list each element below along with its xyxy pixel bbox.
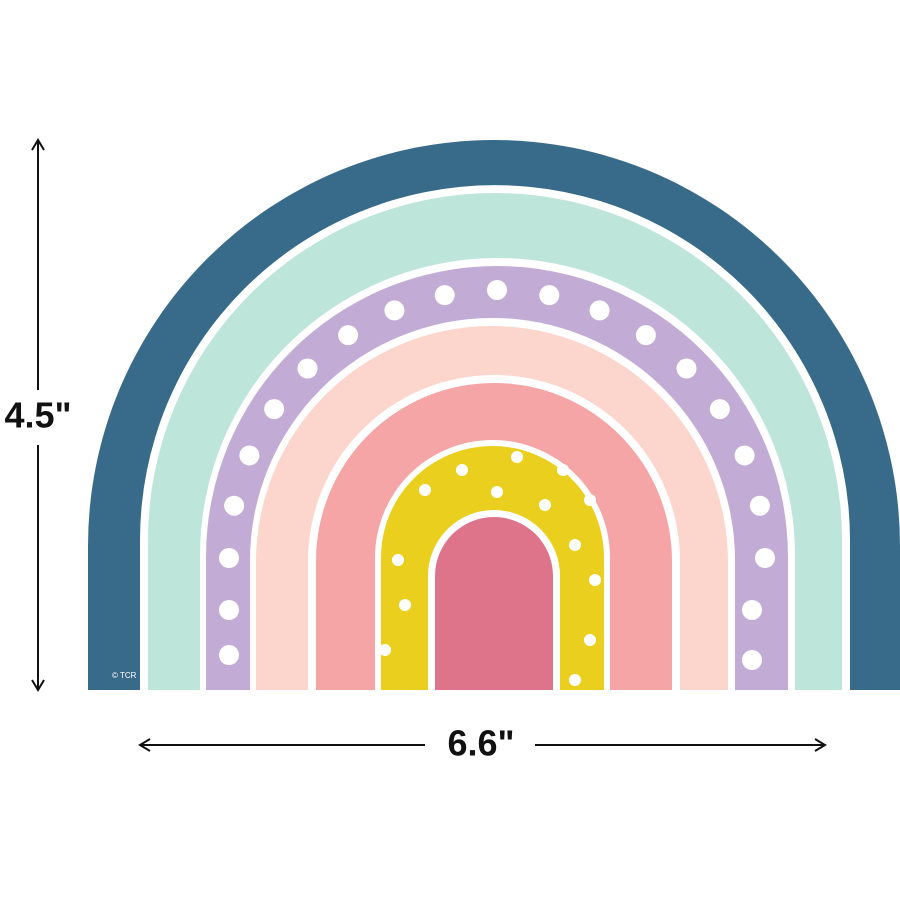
dot — [384, 300, 405, 321]
dot — [709, 399, 730, 420]
dot — [487, 280, 507, 300]
dot — [219, 548, 239, 568]
dot — [734, 445, 755, 466]
copyright: © TCR — [112, 671, 137, 680]
dot — [219, 645, 239, 665]
height-label: 4.5" — [4, 395, 71, 436]
dot — [297, 358, 318, 379]
speckle — [569, 674, 581, 686]
speckle — [419, 484, 431, 496]
speckle — [511, 451, 523, 463]
rainbow — [88, 140, 900, 690]
dot — [589, 300, 610, 321]
dot — [635, 325, 656, 346]
rainbow-band — [435, 517, 553, 690]
dot — [676, 358, 697, 379]
speckle — [456, 464, 468, 476]
speckle — [539, 499, 551, 511]
speckle — [491, 486, 503, 498]
speckle — [399, 599, 411, 611]
dot — [755, 548, 775, 568]
dot — [239, 445, 260, 466]
dot — [338, 325, 359, 346]
dot — [224, 495, 245, 516]
dot — [749, 495, 770, 516]
speckle — [589, 574, 601, 586]
dot — [539, 285, 560, 306]
speckle — [557, 464, 569, 476]
dot — [219, 600, 239, 620]
width-arrow — [138, 738, 827, 752]
dot — [264, 399, 285, 420]
speckle — [392, 554, 404, 566]
dot — [434, 285, 455, 306]
speckle — [584, 494, 596, 506]
dot — [742, 650, 762, 670]
width-label: 6.6" — [447, 723, 514, 764]
speckle — [584, 634, 596, 646]
dot — [742, 600, 762, 620]
height-arrow — [31, 138, 45, 692]
speckle — [569, 539, 581, 551]
speckle — [379, 644, 391, 656]
